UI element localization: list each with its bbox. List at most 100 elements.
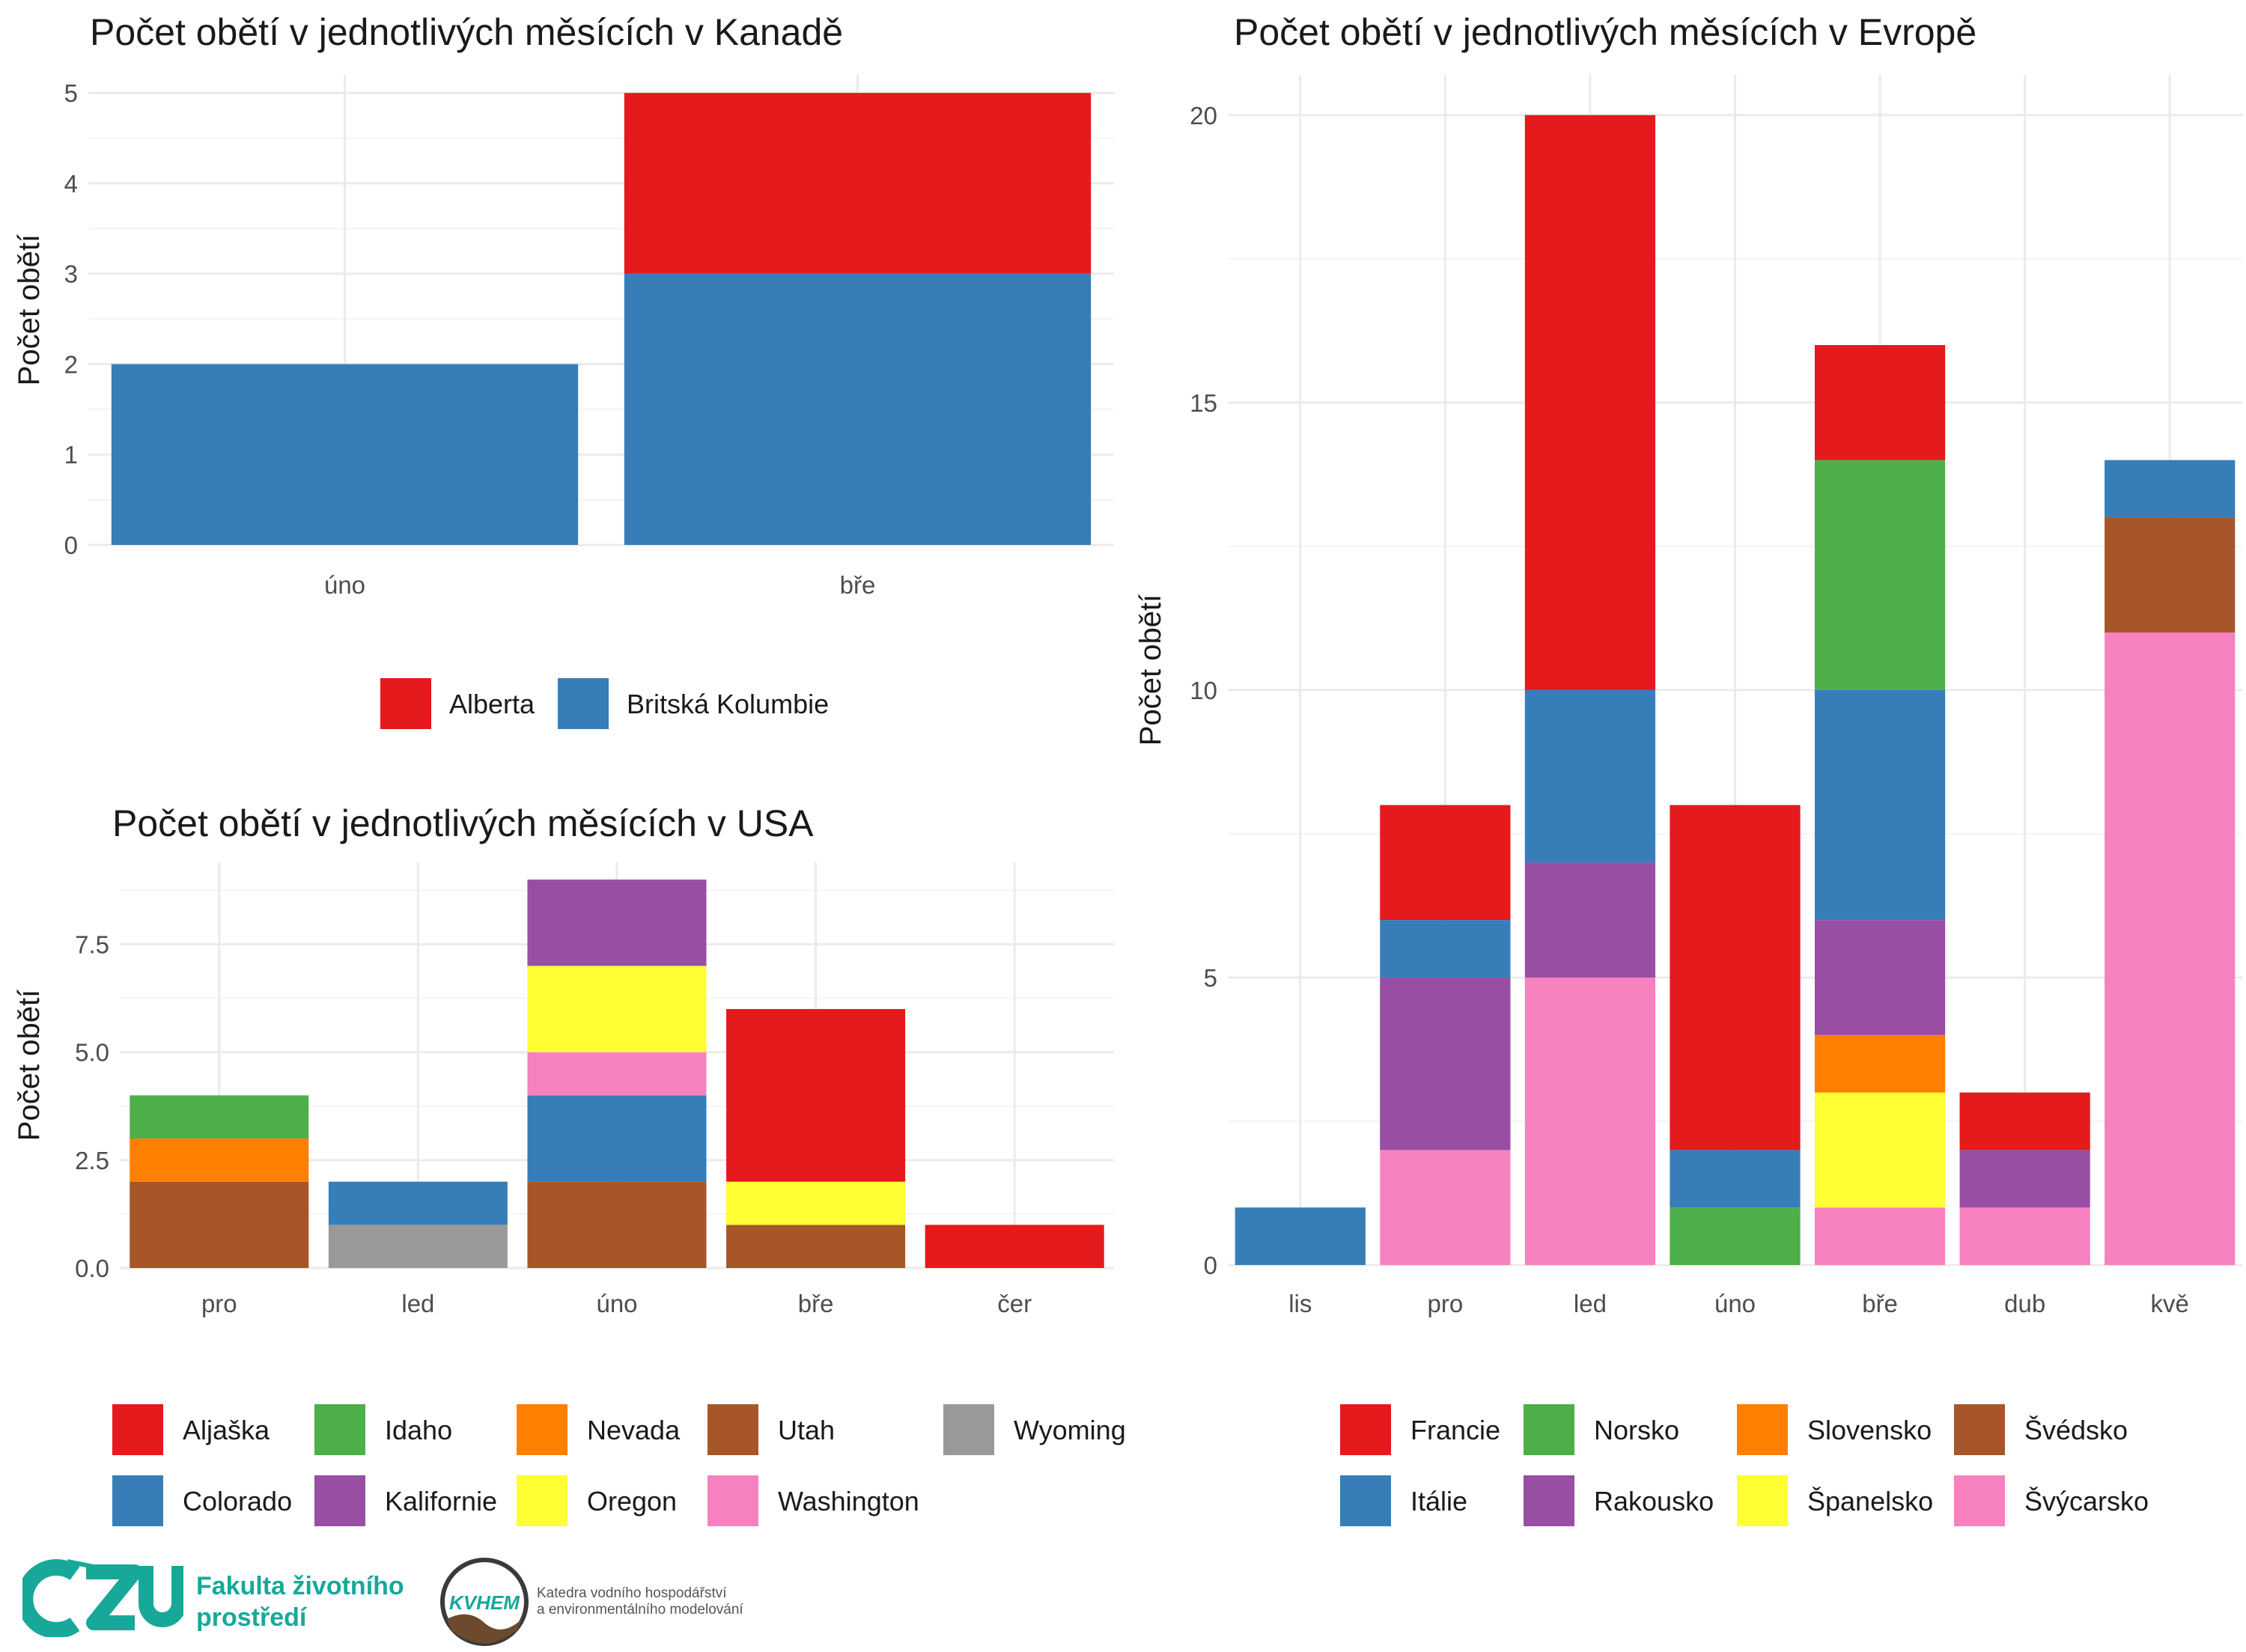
y-tick-label: 0.0 [75, 1255, 109, 1282]
legend-swatch [558, 678, 609, 729]
bar-segment [1670, 1150, 1801, 1208]
bar-segment [1814, 345, 1946, 460]
bar-segment [1670, 1207, 1801, 1265]
y-axis-label: Počet obětí [13, 990, 46, 1141]
x-tick-label: úno [1714, 1290, 1756, 1317]
czu-logo [22, 1559, 183, 1637]
bar-segment [1814, 460, 1946, 690]
bar-segment [1814, 1207, 1946, 1265]
legend-swatch [707, 1404, 758, 1455]
bar-segment [527, 966, 707, 1052]
y-tick-label: 1 [64, 441, 78, 469]
bar-segment [1235, 1207, 1366, 1265]
bar-segment [1814, 1034, 1946, 1093]
bar-segment [328, 1181, 508, 1225]
y-axis-label: Počet obětí [1134, 594, 1167, 746]
y-tick-label: 0 [64, 531, 78, 559]
x-tick-label: bře [1862, 1290, 1898, 1317]
legend-swatch [112, 1475, 163, 1526]
legend-label: Kalifornie [385, 1486, 497, 1517]
legend-label: Nevada [587, 1415, 681, 1445]
y-tick-label: 15 [1190, 389, 1217, 417]
legend: Aljaška Idaho Nevada Utah Wyoming Colorado Kal… [112, 1404, 1126, 1526]
x-tick-label: úno [596, 1290, 637, 1317]
bar-segment [527, 880, 707, 966]
bar-segment [527, 1095, 707, 1182]
bar-segment [1524, 689, 1656, 863]
y-tick-label: 5 [1204, 964, 1217, 992]
bar-segment [527, 1052, 707, 1096]
x-tick-label: dub [2004, 1290, 2045, 1317]
y-tick-label: 2.5 [75, 1147, 109, 1174]
bar-segment [1814, 920, 1946, 1035]
chart-title: Počet obětí v jednotlivých měsících v US… [112, 802, 814, 844]
legend-label: Britská Kolumbie [627, 689, 829, 719]
bar-segment [2105, 517, 2236, 633]
legend-swatch [943, 1404, 994, 1455]
faculty-name: Fakulta životního prostředí [196, 1570, 443, 1633]
bar-segment [2105, 633, 2236, 1265]
legend-swatch [1524, 1404, 1574, 1455]
legend-label: Colorado [183, 1486, 292, 1517]
x-tick-label: pro [1428, 1290, 1464, 1317]
legend-label: Alberta [449, 689, 535, 719]
legend-swatch [1340, 1475, 1391, 1526]
x-tick-label: lis [1288, 1290, 1312, 1317]
bar-segment [1524, 862, 1656, 978]
bar-segment [1380, 920, 1511, 978]
y-tick-label: 3 [64, 260, 78, 288]
legend-swatch [1737, 1475, 1788, 1526]
legend: Alberta Britská Kolumbie [380, 678, 829, 729]
chart-title: Počet obětí v jednotlivých měsících v Ka… [90, 11, 843, 53]
legend-swatch [1524, 1475, 1574, 1526]
chart-europe: 0 5 10 15 20 lis pro led úno bře dub kvě Počet obětí… [1134, 11, 2242, 1526]
legend-label: Švýcarsko [2024, 1486, 2149, 1517]
bar-segment [130, 1181, 309, 1268]
bar-segment [527, 1181, 707, 1268]
legend-swatch [314, 1404, 365, 1455]
kvhem-logo: KVHEM [440, 1558, 529, 1646]
bar-segment [1524, 977, 1656, 1265]
bar-segment [1959, 1207, 2090, 1265]
chart-usa: 0.0 2.5 5.0 7.5 pro led úno bře čer Počet obětí v… [13, 802, 1126, 1526]
bar-segment [130, 1095, 309, 1139]
legend-label: Norsko [1594, 1415, 1679, 1445]
y-tick-label: 4 [64, 170, 78, 198]
bar-segment [2105, 460, 2236, 518]
legend-swatch [707, 1475, 758, 1526]
faculty-line2: prostředí [196, 1603, 307, 1632]
y-tick-label: 0 [1204, 1252, 1217, 1279]
legend-label: Španelsko [1807, 1486, 1933, 1517]
legend-label: Slovensko [1807, 1415, 1932, 1445]
legend-label: Idaho [385, 1415, 452, 1445]
bar-segment [726, 1225, 906, 1268]
y-tick-label: 10 [1190, 677, 1217, 704]
bar-segment [1959, 1150, 2090, 1208]
x-tick-label: úno [324, 571, 365, 599]
bar-segment [1814, 689, 1946, 921]
y-tick-label: 2 [64, 350, 78, 378]
y-tick-label: 7.5 [75, 931, 109, 959]
bar-segment [925, 1225, 1104, 1268]
bar-segment [624, 93, 1092, 274]
legend-label: Aljaška [183, 1415, 270, 1445]
x-tick-label: kvě [2151, 1290, 2189, 1317]
x-tick-label: čer [997, 1290, 1032, 1317]
bar-segment [1959, 1092, 2090, 1150]
y-tick-label: 5 [64, 79, 78, 107]
legend-swatch [112, 1404, 163, 1455]
kvhem-line1: Katedra vodního hospodářství [537, 1585, 727, 1601]
y-tick-label: 20 [1190, 102, 1217, 129]
kvhem-caption: Katedra vodního hospodářství a environme… [537, 1585, 776, 1618]
bar-segment [328, 1225, 508, 1268]
chart-canada: 0 1 2 3 4 5 úno bře Počet obětí v jednotlivých m… [13, 11, 1114, 729]
x-tick-label: bře [840, 571, 876, 599]
legend-swatch [1954, 1475, 2005, 1526]
bar-segment [726, 1181, 906, 1225]
legend-swatch [1954, 1404, 2005, 1455]
legend-swatch [517, 1404, 567, 1455]
bar-segment [111, 364, 579, 545]
bar-segment [1524, 115, 1656, 690]
bar-segment [624, 273, 1092, 545]
